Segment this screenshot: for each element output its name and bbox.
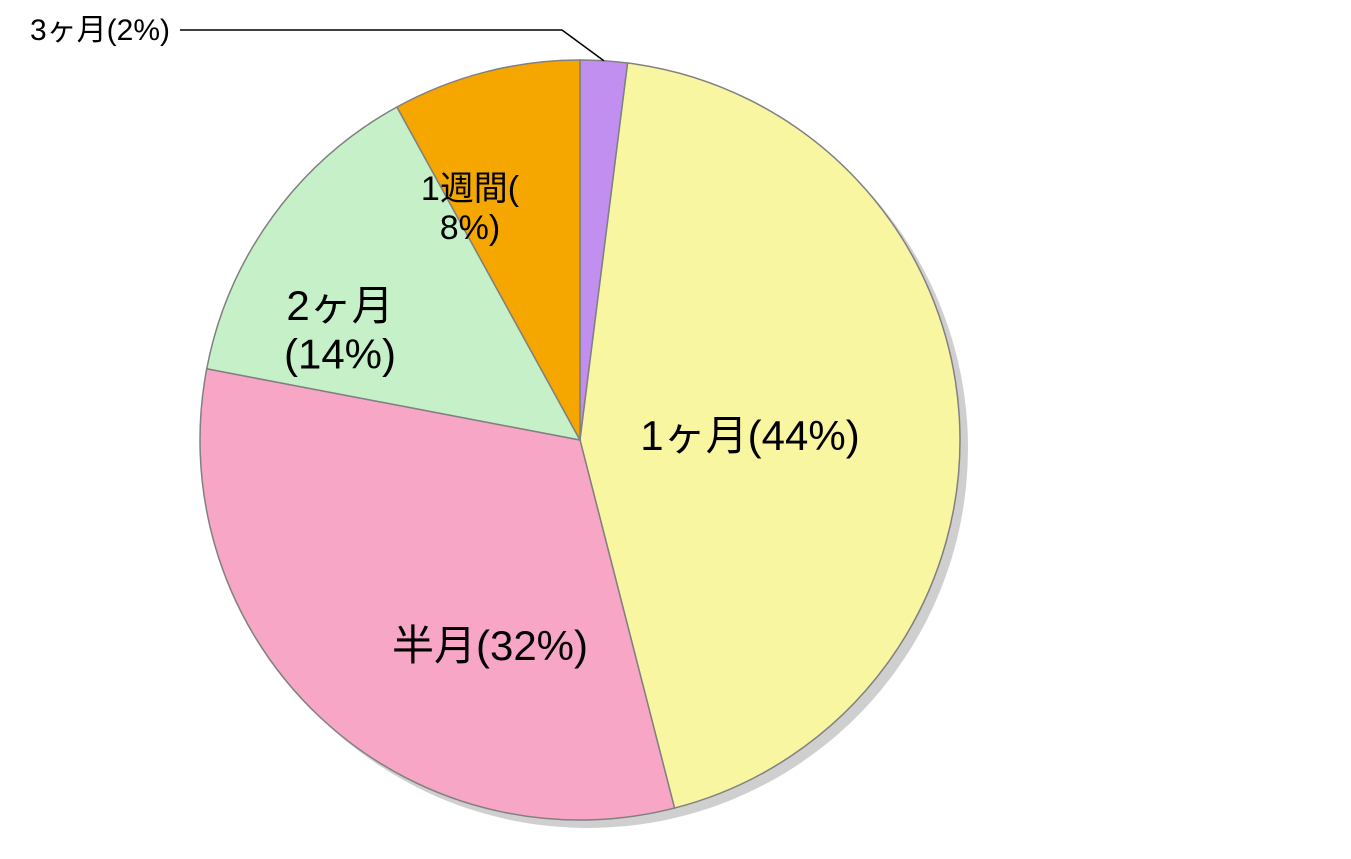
- slice-label: 2ヶ月(14%): [284, 282, 396, 377]
- callout-leader: [180, 30, 604, 61]
- slice-label: 1ヶ月(44%): [640, 412, 859, 459]
- callout-label: 3ヶ月(2%): [30, 14, 170, 47]
- pie-chart: 3ヶ月(2%)1ヶ月(44%)半月(32%)2ヶ月(14%)1週間(8%): [0, 0, 1351, 859]
- slice-label: 半月(32%): [392, 622, 588, 669]
